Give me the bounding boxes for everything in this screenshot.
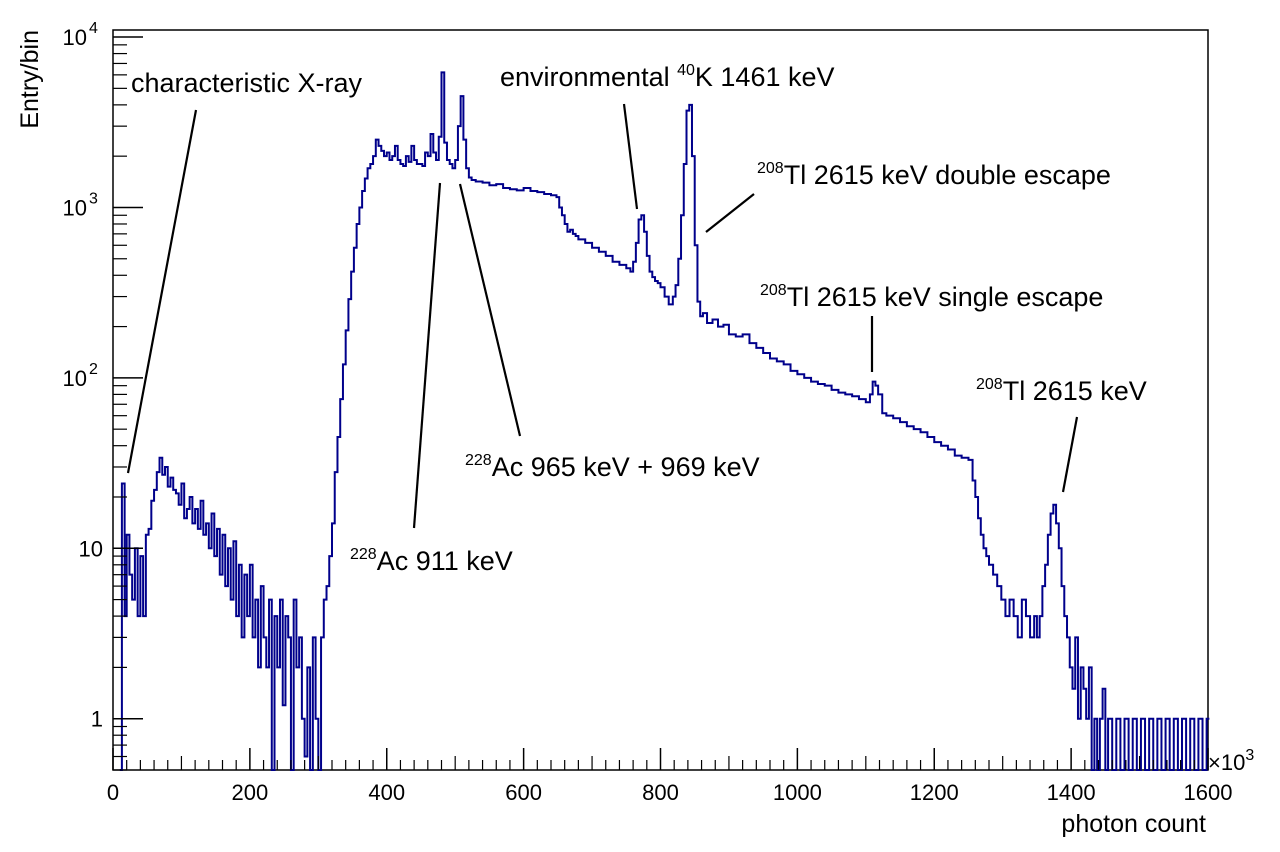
annotation-tl-double: 208Tl 2615 keV double escape [757, 160, 1111, 190]
annotation-tl-single: 208Tl 2615 keV single escape [760, 282, 1103, 312]
leader-xray [126, 109, 198, 474]
leader-ac965 [458, 183, 522, 437]
y-tick-label: 10 [63, 195, 87, 220]
series-spectrum [119, 71, 1210, 771]
x-tick-label: 1400 [1047, 780, 1096, 805]
leader-ac911 [412, 182, 442, 529]
y-tick-label: 10 [63, 366, 87, 391]
leader-tl-full [1061, 416, 1079, 493]
annotation-xray: characteristic X-ray [131, 68, 363, 98]
annotation-lines [126, 103, 1079, 529]
x-tick-label: 1200 [910, 780, 959, 805]
x-tick-label: 400 [368, 780, 405, 805]
leader-k40 [622, 103, 639, 210]
x-axis-ticks: 0 200 400 600 800 1000 1200 1400 1600 [107, 748, 1233, 805]
y-axis-label: Entry/bin [16, 30, 44, 129]
y-tick-label: 1 [91, 707, 103, 732]
x-axis-multiplier: ×103 [1208, 747, 1254, 775]
x-tick-label: 600 [505, 780, 542, 805]
leader-tl-double [705, 193, 755, 233]
y-tick-exponent: 2 [89, 361, 98, 378]
x-tick-label: 1000 [773, 780, 822, 805]
x-tick-label: 1600 [1184, 780, 1233, 805]
annotation-k40: environmental 40K 1461 keV [500, 62, 835, 92]
y-tick-exponent: 4 [89, 20, 98, 37]
x-axis-label: photon count [1061, 810, 1206, 838]
y-tick-label: 10 [63, 25, 87, 50]
x-tick-label: 200 [232, 780, 269, 805]
y-tick-label: 10 [79, 536, 103, 561]
y-tick-exponent: 3 [89, 190, 98, 207]
annotation-ac911: 228Ac 911 keV [350, 546, 513, 576]
x-tick-label: 800 [642, 780, 679, 805]
annotation-tl-full: 208Tl 2615 keV [976, 376, 1147, 406]
annotation-ac965: 228Ac 965 keV + 969 keV [465, 452, 760, 482]
x-tick-label: 0 [107, 780, 119, 805]
